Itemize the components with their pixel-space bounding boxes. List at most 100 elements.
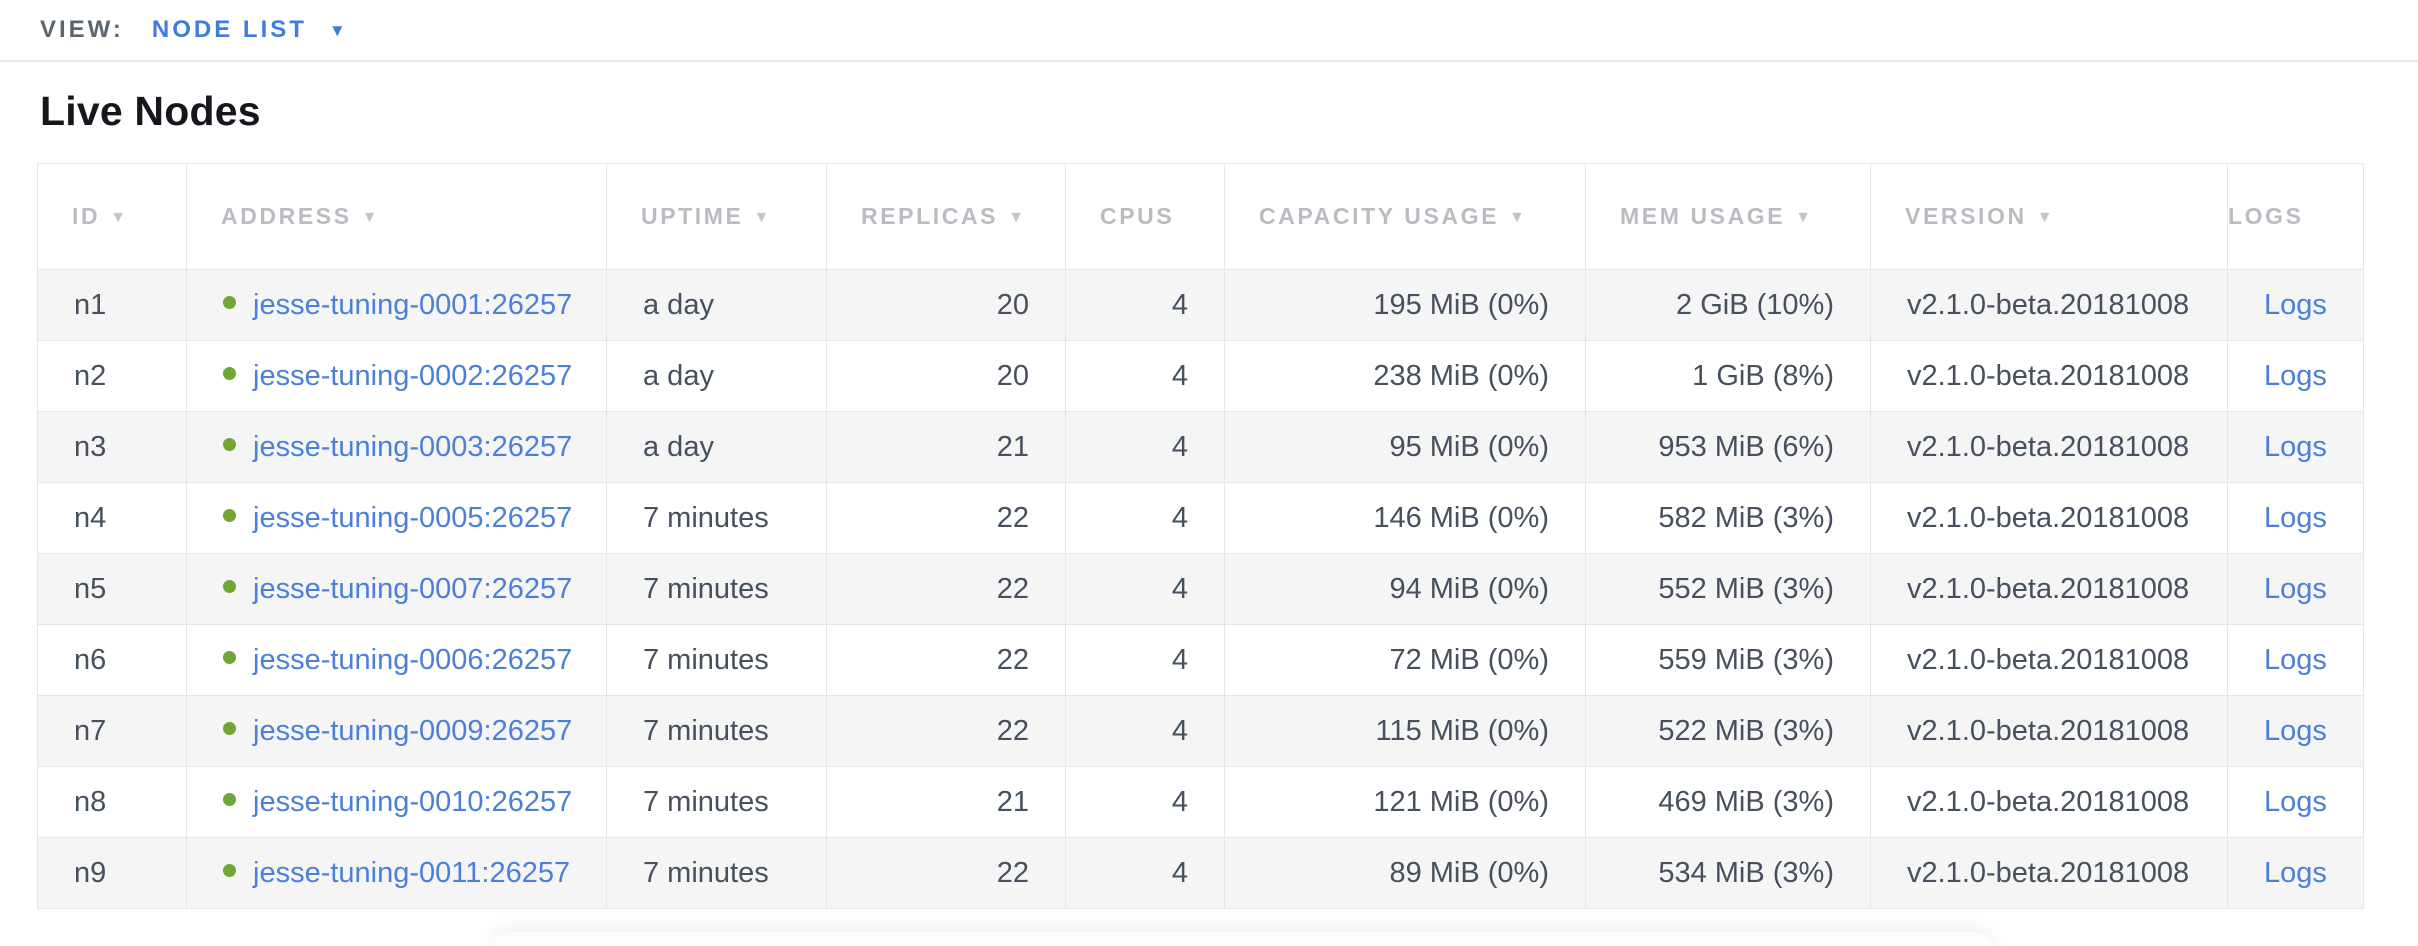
cell-replicas: 20: [826, 340, 1066, 412]
table-header-row: ID ▼ ADDRESS ▼ UPTIME ▼ REPLICAS ▼ CPUS CAPACITY …: [37, 163, 2364, 270]
column-header-address[interactable]: ADDRESS ▼: [186, 163, 607, 270]
sort-desc-icon[interactable]: ▼: [753, 209, 770, 226]
cell-uptime: 7 minutes: [606, 482, 827, 554]
column-header-label: ADDRESS: [221, 203, 352, 229]
cell-cpus: 4: [1065, 340, 1225, 412]
cell-uptime: a day: [606, 269, 827, 341]
logs-link[interactable]: Logs: [2264, 714, 2327, 747]
node-address-link[interactable]: jesse-tuning-0011:26257: [253, 856, 571, 889]
cell-address: jesse-tuning-0006:26257: [186, 624, 607, 696]
cell-cpus: 4: [1065, 269, 1225, 341]
cell-replicas: 22: [826, 482, 1066, 554]
logs-link[interactable]: Logs: [2264, 288, 2327, 321]
node-address-link[interactable]: jesse-tuning-0005:26257: [253, 501, 573, 534]
column-header-label: CAPACITY USAGE: [1259, 203, 1500, 229]
column-header-logs: LOGS: [2227, 163, 2364, 270]
node-live-icon: [223, 580, 236, 594]
sort-desc-icon[interactable]: ▼: [1795, 209, 1812, 226]
logs-link[interactable]: Logs: [2264, 856, 2327, 889]
column-header-label: MEM USAGE: [1620, 203, 1786, 229]
column-header-id[interactable]: ID ▼: [37, 163, 187, 270]
cell-replicas: 21: [826, 766, 1066, 838]
column-header-cpus: CPUS: [1065, 163, 1225, 270]
cell-version: v2.1.0-beta.20181008: [1870, 411, 2228, 483]
logs-link[interactable]: Logs: [2264, 430, 2327, 463]
column-header-capacity[interactable]: CAPACITY USAGE ▼: [1224, 163, 1586, 270]
cell-logs: Logs: [2227, 766, 2364, 838]
logs-link[interactable]: Logs: [2264, 359, 2327, 392]
node-address-link[interactable]: jesse-tuning-0007:26257: [253, 572, 573, 605]
column-header-version[interactable]: VERSION ▼: [1870, 163, 2228, 270]
cell-replicas: 20: [826, 269, 1066, 341]
cell-mem: 534 MiB (3%): [1585, 837, 1871, 909]
cell-uptime: 7 minutes: [606, 837, 827, 909]
sort-desc-icon[interactable]: ▼: [361, 209, 378, 226]
table-row: n2 jesse-tuning-0002:26257 a day 20 4 238 MiB…: [37, 340, 2364, 412]
chevron-down-icon[interactable]: ▼: [328, 20, 346, 40]
table-row: n7 jesse-tuning-0009:26257 7 minutes 22 4 115…: [37, 695, 2364, 767]
cell-address: jesse-tuning-0003:26257: [186, 411, 607, 483]
node-address-link[interactable]: jesse-tuning-0001:26257: [253, 288, 573, 321]
cell-mem: 953 MiB (6%): [1585, 411, 1871, 483]
node-live-icon: [223, 651, 236, 665]
cell-version: v2.1.0-beta.20181008: [1870, 695, 2228, 767]
column-header-label: LOGS: [2228, 203, 2304, 229]
cell-version: v2.1.0-beta.20181008: [1870, 624, 2228, 696]
column-header-mem[interactable]: MEM USAGE ▼: [1585, 163, 1871, 270]
sort-desc-icon[interactable]: ▼: [2036, 209, 2053, 226]
column-header-label: ID: [72, 203, 101, 229]
cell-logs: Logs: [2227, 340, 2364, 412]
cell-id: n5: [37, 553, 187, 625]
cell-mem: 559 MiB (3%): [1585, 624, 1871, 696]
logs-link[interactable]: Logs: [2264, 785, 2327, 818]
cell-id: n9: [37, 837, 187, 909]
cell-cpus: 4: [1065, 411, 1225, 483]
view-dropdown-value[interactable]: NODE LIST: [151, 16, 307, 43]
node-address-link[interactable]: jesse-tuning-0006:26257: [253, 643, 573, 676]
bottom-card-shadow: [492, 932, 1994, 946]
cell-mem: 522 MiB (3%): [1585, 695, 1871, 767]
sort-desc-icon[interactable]: ▼: [1008, 209, 1024, 226]
cell-uptime: a day: [606, 340, 827, 412]
node-address-link[interactable]: jesse-tuning-0002:26257: [253, 359, 573, 392]
cell-mem: 2 GiB (10%): [1585, 269, 1871, 341]
cell-replicas: 22: [826, 624, 1066, 696]
cell-cpus: 4: [1065, 695, 1225, 767]
cell-replicas: 22: [826, 695, 1066, 767]
cell-replicas: 22: [826, 837, 1066, 909]
view-dropdown[interactable]: NODE LIST ▼: [152, 16, 346, 44]
sort-desc-icon[interactable]: ▼: [1509, 209, 1525, 226]
column-header-replicas[interactable]: REPLICAS ▼: [826, 163, 1066, 270]
page-title: Live Nodes: [40, 88, 261, 134]
cell-logs: Logs: [2227, 553, 2364, 625]
cell-mem: 552 MiB (3%): [1585, 553, 1871, 625]
table-row: n4 jesse-tuning-0005:26257 7 minutes 22 4 146…: [37, 482, 2364, 554]
node-address-link[interactable]: jesse-tuning-0003:26257: [253, 430, 573, 463]
cell-logs: Logs: [2227, 482, 2364, 554]
sort-desc-icon[interactable]: ▼: [110, 209, 127, 226]
column-header-uptime[interactable]: UPTIME ▼: [606, 163, 827, 270]
cell-mem: 1 GiB (8%): [1585, 340, 1871, 412]
cell-id: n8: [37, 766, 187, 838]
cell-cpus: 4: [1065, 553, 1225, 625]
logs-link[interactable]: Logs: [2264, 501, 2327, 534]
node-address-link[interactable]: jesse-tuning-0009:26257: [253, 714, 573, 747]
table-row: n5 jesse-tuning-0007:26257 7 minutes 22 4 94 …: [37, 553, 2364, 625]
cell-id: n2: [37, 340, 187, 412]
live-nodes-table-container: ID ▼ ADDRESS ▼ UPTIME ▼ REPLICAS ▼ CPUS CAPACITY …: [37, 163, 2364, 909]
cell-address: jesse-tuning-0009:26257: [186, 695, 607, 767]
cell-capacity: 121 MiB (0%): [1224, 766, 1586, 838]
cell-version: v2.1.0-beta.20181008: [1870, 553, 2228, 625]
table-row: n3 jesse-tuning-0003:26257 a day 21 4 95 MiB …: [37, 411, 2364, 483]
cell-uptime: 7 minutes: [606, 695, 827, 767]
logs-link[interactable]: Logs: [2264, 643, 2327, 676]
node-address-link[interactable]: jesse-tuning-0010:26257: [253, 785, 573, 818]
cell-uptime: a day: [606, 411, 827, 483]
logs-link[interactable]: Logs: [2264, 572, 2327, 605]
cell-cpus: 4: [1065, 766, 1225, 838]
cell-version: v2.1.0-beta.20181008: [1870, 269, 2228, 341]
table-row: n1 jesse-tuning-0001:26257 a day 20 4 195 MiB…: [37, 269, 2364, 341]
live-nodes-table: ID ▼ ADDRESS ▼ UPTIME ▼ REPLICAS ▼ CPUS CAPACITY …: [37, 163, 2364, 909]
cell-capacity: 115 MiB (0%): [1224, 695, 1586, 767]
cell-mem: 582 MiB (3%): [1585, 482, 1871, 554]
